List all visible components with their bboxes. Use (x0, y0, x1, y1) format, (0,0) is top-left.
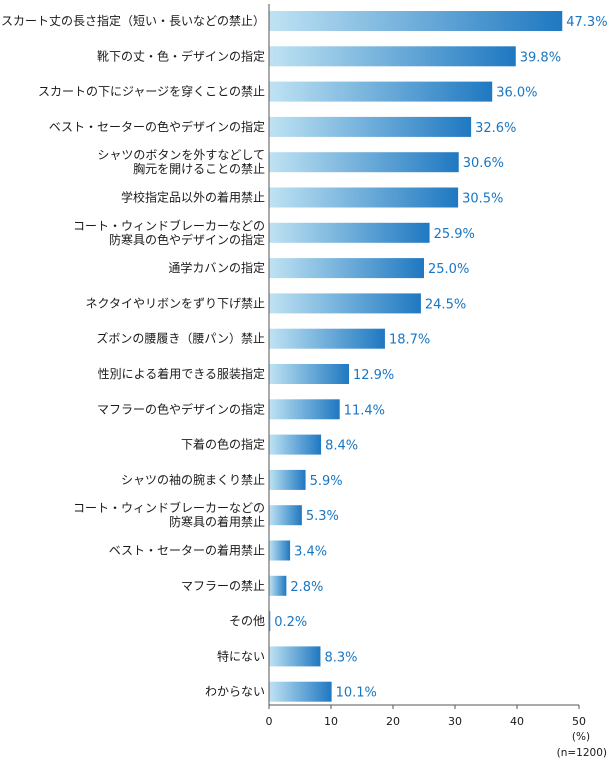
bar-19 (269, 646, 321, 667)
bar-10 (269, 328, 385, 349)
bar-20 (269, 681, 332, 702)
bar-8 (269, 258, 424, 279)
value-label-2: 39.8% (520, 50, 561, 65)
value-label-19: 8.3% (324, 650, 357, 665)
bar-4 (269, 116, 472, 137)
category-label-12: マフラーの色やデザインの指定 (97, 401, 265, 416)
category-label-16: ベスト・セーターの着用禁止 (109, 543, 265, 558)
bar-1 (269, 11, 563, 31)
sample-size-note: (n=1200) (557, 747, 607, 759)
value-label-5: 30.6% (463, 156, 504, 171)
value-label-20: 10.1% (336, 686, 377, 701)
category-label-7: コート・ウィンドブレーカーなどの防寒具の色やデザインの指定 (73, 218, 265, 247)
x-tick-label-20: 20 (386, 715, 400, 728)
x-tick-label-40: 40 (510, 715, 524, 728)
x-tick-label-0: 0 (266, 715, 273, 728)
category-label-3: スカートの下にジャージを穿くことの禁止 (38, 84, 265, 99)
bar-13 (269, 434, 322, 455)
category-label-18: その他 (229, 614, 265, 628)
x-tick-label-50: 50 (572, 715, 586, 728)
value-label-17: 2.8% (290, 580, 323, 595)
category-label-6: 学校指定品以外の着用禁止 (121, 190, 265, 205)
value-label-3: 36.0% (496, 86, 537, 101)
bar-15 (269, 505, 302, 526)
value-label-15: 5.3% (306, 509, 339, 524)
x-unit-label: (%) (572, 731, 590, 743)
x-tick-label-10: 10 (324, 715, 338, 728)
value-label-14: 5.9% (310, 474, 343, 489)
bar-14 (269, 469, 306, 490)
category-label-5: シャツのボタンを外すなどして胸元を開けることの禁止 (97, 148, 265, 176)
value-label-9: 24.5% (425, 297, 466, 312)
bar-18 (269, 611, 271, 632)
value-label-8: 25.0% (428, 262, 469, 277)
category-label-17: マフラーの禁止 (181, 579, 265, 593)
category-label-15: コート・ウィンドブレーカーなどの防寒具の着用禁止 (73, 500, 265, 529)
bar-6 (269, 187, 459, 208)
bar-11 (269, 364, 349, 384)
value-label-4: 32.6% (475, 121, 516, 136)
value-label-13: 8.4% (325, 439, 358, 454)
bars-layer (269, 11, 563, 702)
value-labels: 47.3% 39.8% 36.0% 32.6% 30.6% 30.5% 25.9% 25.0%… (274, 15, 607, 701)
category-labels: スカート丈の長さ指定（短い・長いなどの禁止） 靴下の丈・色・デザインの指定スカート… (1, 13, 265, 699)
category-label-1: スカート丈の長さ指定（短い・長いなどの禁止） (1, 13, 265, 28)
category-label-2: 靴下の丈・色・デザインの指定 (97, 48, 265, 63)
value-label-12: 11.4% (344, 403, 385, 418)
bar-3 (269, 81, 493, 102)
category-label-19: 特にない (217, 648, 265, 663)
category-label-13: 下着の色の指定 (181, 437, 265, 452)
value-label-1: 47.3% (566, 15, 607, 30)
x-axis: 0 10 20 30 40 50 (%) (n=1200) (266, 4, 607, 759)
bar-9 (269, 293, 421, 314)
category-label-14: シャツの袖の腕まくり禁止 (121, 472, 265, 487)
value-label-6: 30.5% (462, 192, 503, 207)
value-label-18: 0.2% (274, 615, 307, 630)
bar-5 (269, 152, 459, 173)
value-label-11: 12.9% (353, 368, 394, 383)
category-label-9: ネクタイやリボンをずり下げ禁止 (85, 296, 265, 310)
value-label-16: 3.4% (294, 545, 327, 560)
category-label-8: 通学カバンの指定 (168, 260, 265, 275)
value-label-7: 25.9% (434, 227, 475, 242)
bar-17 (269, 575, 287, 596)
bar-2 (269, 46, 516, 67)
category-label-4: ベスト・セーターの色やデザインの指定 (49, 119, 265, 134)
category-label-11: 性別による着用できる服装指定 (98, 366, 265, 381)
bar-7 (269, 222, 430, 243)
category-label-20: わからない (205, 685, 265, 699)
bar-12 (269, 399, 340, 420)
category-label-10: ズボンの腰履き（腰パン）禁止 (96, 331, 265, 346)
x-tick-label-30: 30 (448, 715, 462, 728)
bar-16 (269, 540, 291, 561)
value-label-10: 18.7% (389, 333, 430, 348)
